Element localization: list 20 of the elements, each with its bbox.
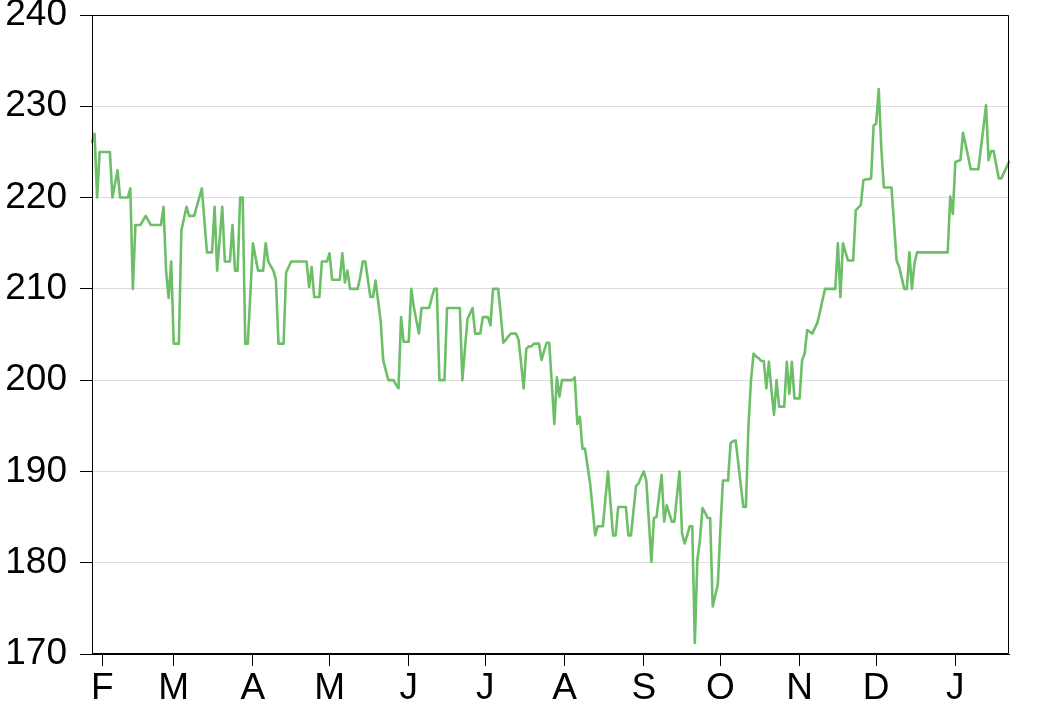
y-tick-label: 240 [5,0,67,34]
x-tick-label: J [476,665,495,707]
x-tick-label: F [90,665,114,707]
x-tick-label: A [552,665,578,707]
y-tick-label: 230 [5,83,67,125]
y-tick-label: 170 [5,631,67,673]
x-tick-label: M [158,665,190,707]
x-tick-label: J [399,665,418,707]
y-tick-label: 190 [5,448,67,490]
x-tick-label: J [946,665,965,707]
x-tick-label: A [240,665,266,707]
x-tick-label: S [631,665,657,707]
x-tick-label: M [314,665,345,707]
x-tick-label: D [862,665,890,707]
y-tick-label: 220 [5,174,67,216]
x-tick-label: O [705,665,735,707]
y-tick-label: 180 [5,539,67,581]
x-tick-label: N [786,665,813,707]
y-tick-label: 200 [5,357,67,399]
y-tick-label: 210 [5,266,67,308]
